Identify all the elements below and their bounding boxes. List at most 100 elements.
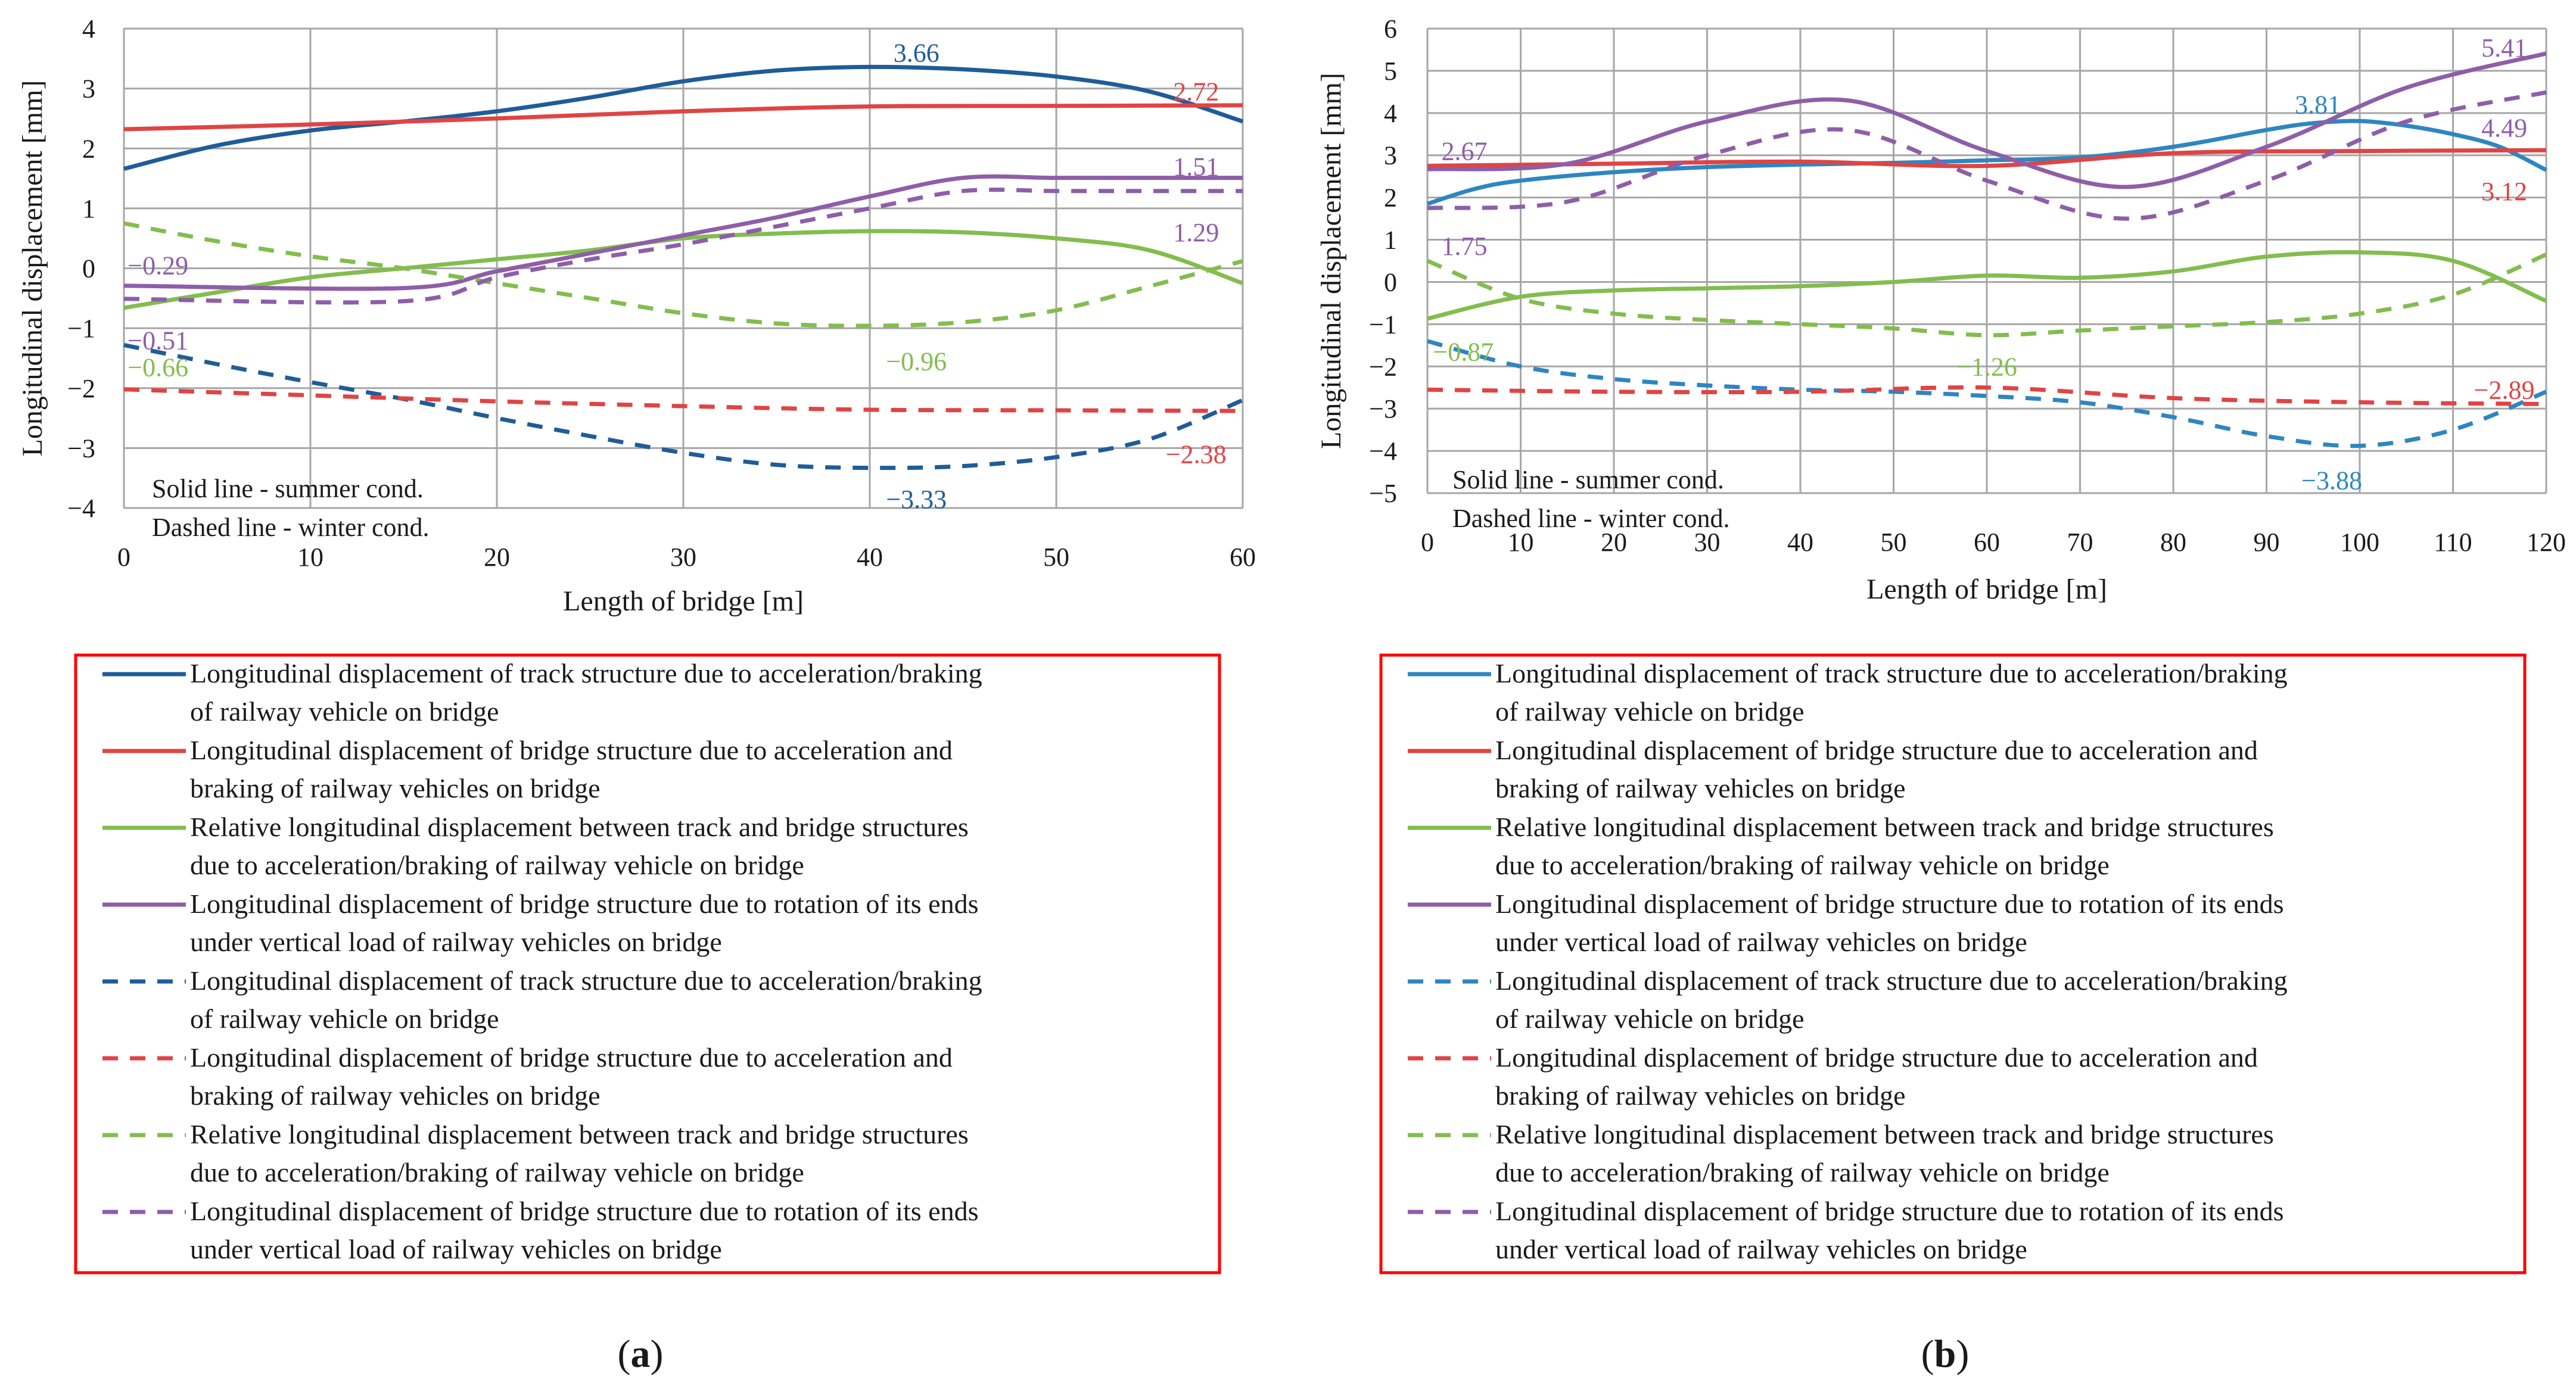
legend-border (1379, 653, 2527, 1274)
legend-box: Longitudinal displacement of track struc… (1379, 653, 2527, 1274)
x-tick-label: 10 (297, 543, 323, 572)
panel-caption-letter: a (631, 1332, 651, 1376)
x-tick-label: 70 (2067, 528, 2093, 557)
legend-entry-text: under vertical load of railway vehicles … (1495, 927, 2027, 957)
data-label: 1.51 (1173, 152, 1219, 181)
x-tick-label: 60 (1230, 543, 1256, 572)
data-label: −0.51 (127, 326, 188, 355)
legend-entry-text: Longitudinal displacement of track struc… (190, 965, 982, 996)
x-tick-label: 110 (2434, 528, 2472, 557)
y-tick-label: −4 (67, 494, 95, 523)
x-tick-label: 0 (117, 543, 130, 572)
series-line-purple-dashed (123, 188, 1243, 305)
x-tick-label: 60 (1974, 528, 2000, 557)
legend-entry-text: Relative longitudinal displacement betwe… (1495, 1119, 2274, 1149)
data-label: −2.38 (1166, 440, 1227, 469)
x-tick-label: 20 (1601, 528, 1627, 557)
x-tick-label: 30 (1694, 528, 1721, 557)
legend-box: Longitudinal displacement of track struc… (74, 653, 1221, 1274)
data-label: −0.66 (127, 353, 188, 382)
gridlines (1426, 27, 2547, 494)
legend-entry-text: Longitudinal displacement of bridge stru… (1495, 1196, 2283, 1226)
y-tick-label: 2 (1384, 183, 1397, 213)
legend-entry-text: due to acceleration/braking of railway v… (1495, 1157, 2110, 1188)
series-line-green-solid (123, 229, 1244, 310)
data-label: −3.33 (886, 485, 947, 514)
legend-entry-text: Longitudinal displacement of bridge stru… (190, 735, 953, 765)
series-line-purple-dashed (1427, 90, 2547, 221)
gridlines (123, 27, 1244, 509)
legend-entry-text: Longitudinal displacement of bridge stru… (1495, 1042, 2258, 1073)
legend-entry-text: of railway vehicle on bridge (1495, 1004, 1805, 1034)
condition-note: Solid line - summer cond. (1452, 465, 1724, 494)
legend-border (74, 653, 1221, 1274)
x-axis-label: Length of bridge [m] (1866, 574, 2107, 605)
legend-entry-text: Longitudinal displacement of bridge stru… (190, 1042, 953, 1073)
y-axis-label: Longitudinal displacement [mm] (17, 80, 48, 457)
y-tick-label: −2 (1369, 352, 1397, 381)
legend-entry-text: under vertical load of railway vehicles … (1495, 1234, 2027, 1264)
y-tick-label: −1 (1369, 310, 1397, 339)
x-tick-label: 40 (1787, 528, 1813, 557)
data-label: 4.49 (2481, 114, 2527, 143)
series-line-blue-solid (123, 64, 1244, 171)
series-lines (1426, 51, 2547, 448)
condition-note: Solid line - summer cond. (152, 474, 424, 503)
legend-entry-text: Relative longitudinal displacement betwe… (190, 812, 969, 842)
y-tick-label: −5 (1369, 479, 1397, 508)
y-tick-label: 5 (1384, 57, 1397, 86)
data-label: 3.66 (894, 38, 939, 67)
x-tick-label: 120 (2527, 528, 2566, 557)
legend-entry-text: due to acceleration/braking of railway v… (1495, 850, 2110, 880)
data-label: 5.41 (2481, 33, 2527, 63)
series-line-green-dashed (123, 221, 1243, 328)
legend-entry-text: braking of railway vehicles on bridge (1495, 1080, 1906, 1111)
x-axis-label: Length of bridge [m] (563, 585, 804, 617)
legend-entry-text: Longitudinal displacement of track struc… (190, 658, 982, 688)
y-tick-label: 3 (1384, 141, 1397, 170)
y-axis-label: Longitudinal displacement [mm] (1315, 73, 1347, 449)
y-tick-label: 1 (82, 194, 95, 223)
y-tick-label: −3 (67, 434, 95, 463)
data-label: 2.67 (1441, 137, 1487, 166)
panel-caption: (a) (618, 1332, 664, 1376)
legend-entry-text: due to acceleration/braking of railway v… (190, 850, 804, 880)
series-line-purple-solid (1427, 51, 2547, 189)
legend-entry-text: Relative longitudinal displacement betwe… (190, 1119, 969, 1149)
legend-entry-text: Longitudinal displacement of bridge stru… (190, 1196, 978, 1226)
condition-note: Dashed line - winter cond. (152, 513, 430, 542)
x-tick-label: 20 (484, 543, 510, 572)
legend-entry-text: braking of railway vehicles on bridge (1495, 773, 1906, 803)
y-tick-label: 6 (1384, 14, 1397, 43)
data-label: −0.87 (1433, 337, 1494, 366)
legend-entry-text: under vertical load of railway vehicles … (190, 1234, 722, 1264)
legend-entry-text: braking of railway vehicles on bridge (190, 1080, 601, 1111)
legend-entry-text: of railway vehicle on bridge (190, 1004, 499, 1034)
series-line-red-solid (123, 103, 1243, 132)
legend-entry-text: of railway vehicle on bridge (1495, 696, 1805, 727)
x-tick-label: 50 (1881, 528, 1907, 557)
data-label: −1.26 (1956, 352, 2017, 381)
x-tick-label: 50 (1043, 543, 1069, 572)
x-tick-label: 90 (2254, 528, 2280, 557)
y-tick-label: 4 (82, 14, 95, 43)
series-line-blue-dashed (1427, 339, 2547, 448)
data-label: 3.12 (2481, 177, 2527, 206)
data-label: −2.89 (2474, 375, 2535, 404)
legend-entry-text: Relative longitudinal displacement betwe… (1495, 812, 2274, 842)
series-line-green-dashed (1426, 253, 2547, 338)
data-label: −3.88 (2301, 466, 2362, 496)
y-tick-label: −1 (67, 314, 95, 343)
series-line-purple-solid (123, 174, 1243, 291)
series-lines (123, 64, 1244, 470)
legend-entry-text: Longitudinal displacement of bridge stru… (1495, 889, 2283, 919)
x-tick-label: 30 (670, 543, 696, 572)
panel-caption-letter: b (1934, 1332, 1956, 1376)
y-tick-label: 4 (1384, 99, 1397, 128)
legend-entry-text: Longitudinal displacement of bridge stru… (190, 889, 978, 919)
series-line-blue-solid (1426, 119, 2547, 206)
y-tick-label: 0 (1384, 267, 1397, 297)
